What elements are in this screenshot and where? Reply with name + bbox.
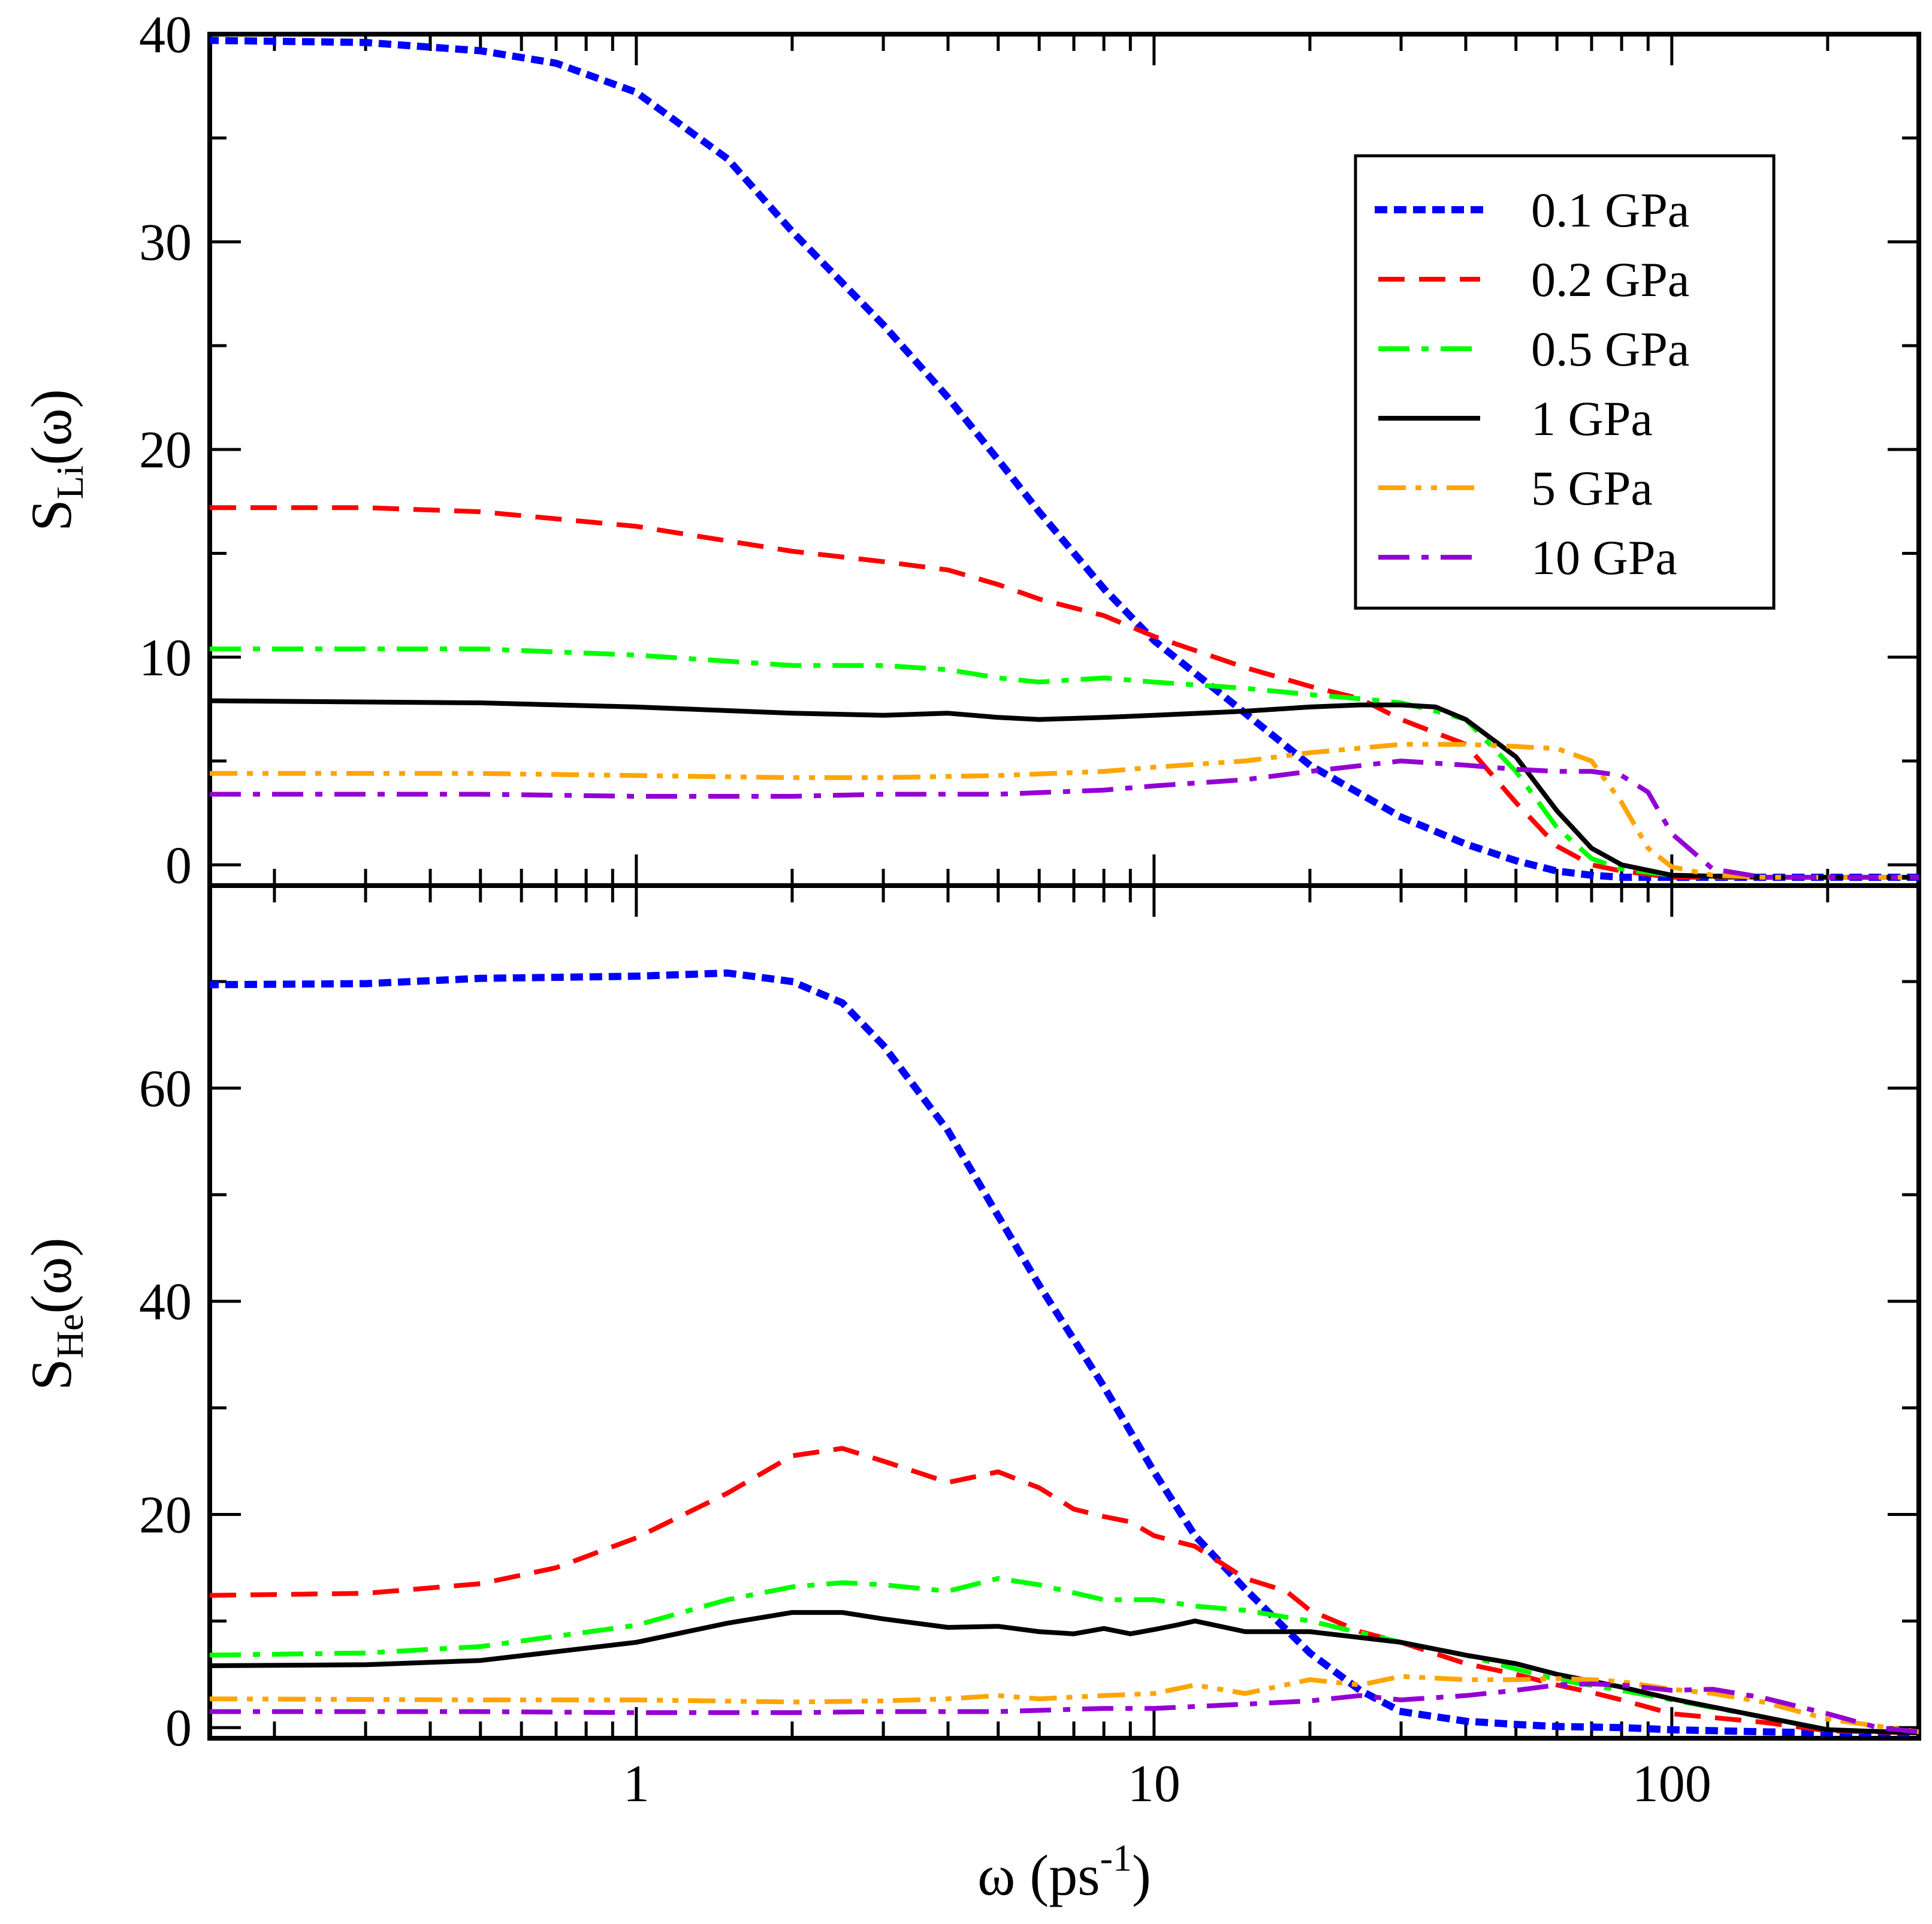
legend-label-1-gpa: 1 GPa <box>1531 391 1653 446</box>
bottom-ytick-label: 20 <box>139 1486 192 1544</box>
legend: 0.1 GPa 0.2 GPa 0.5 GPa 1 GPa 5 GPa 10 GPa <box>1354 154 1776 610</box>
top-ylabel: SLi(ω) <box>19 389 91 531</box>
top-series-10-gpa <box>210 759 1919 880</box>
bottom-ytick-label: 60 <box>139 1060 192 1118</box>
top-series-0-5-gpa <box>210 646 1919 880</box>
bottom-ytick-label: 0 <box>165 1699 192 1757</box>
bottom-panel: 0 20 40 60 1 10 100 SHe(ω) ω (ps-1) <box>19 883 1921 1907</box>
top-ytick-labels: 0 10 20 30 40 <box>139 6 192 895</box>
legend-frame <box>1354 154 1776 610</box>
bottom-series-10-gpa <box>210 1681 1919 1735</box>
bottom-xtick-label: 1 <box>623 1755 650 1813</box>
bottom-series-5-gpa <box>210 1674 1919 1735</box>
legend-label-10-gpa: 10 GPa <box>1531 530 1677 585</box>
bottom-series-0-2-gpa <box>210 1446 1919 1736</box>
legend-label-0-2-gpa: 0.2 GPa <box>1531 252 1689 307</box>
legend-label-0-5-gpa: 0.5 GPa <box>1531 322 1689 376</box>
top-ytick-label: 10 <box>139 629 192 687</box>
bottom-plot-frame <box>207 883 1921 1741</box>
legend-label-5-gpa: 5 GPa <box>1531 461 1653 515</box>
bottom-xlabel: ω (ps-1) <box>977 1837 1151 1907</box>
top-ytick-label: 40 <box>139 6 192 64</box>
legend-entries: 0.1 GPa 0.2 GPa 0.5 GPa 1 GPa 5 GPa 10 GPa <box>1375 183 1689 585</box>
bottom-ytick-label: 40 <box>139 1273 192 1331</box>
bottom-ylabel: SHe(ω) <box>19 1237 91 1390</box>
bottom-series-group <box>210 969 1919 1737</box>
top-series-group <box>210 37 1919 881</box>
bottom-series-0-1-gpa <box>210 969 1919 1737</box>
bottom-series-0-5-gpa <box>210 1576 1919 1736</box>
top-series-5-gpa <box>210 742 1919 880</box>
legend-label-0-1-gpa: 0.1 GPa <box>1531 183 1689 237</box>
bottom-ytick-labels: 0 20 40 60 <box>139 1060 192 1757</box>
bottom-ticks <box>210 886 1921 1738</box>
top-series-1-gpa <box>210 698 1919 880</box>
bottom-xtick-labels: 1 10 100 <box>623 1755 1711 1813</box>
bottom-xtick-label: 10 <box>1128 1755 1181 1813</box>
bottom-xtick-label: 100 <box>1632 1755 1711 1813</box>
top-series-0-1-gpa <box>210 37 1919 881</box>
top-ytick-label: 30 <box>139 214 192 272</box>
top-panel: 0 10 20 30 40 SLi(ω) 0.1 GPa 0.2 GPa 0.5 GPa 1 … <box>19 6 1921 895</box>
top-ytick-label: 20 <box>139 421 192 479</box>
top-ticks <box>210 32 1921 886</box>
top-ytick-label: 0 <box>165 836 192 895</box>
